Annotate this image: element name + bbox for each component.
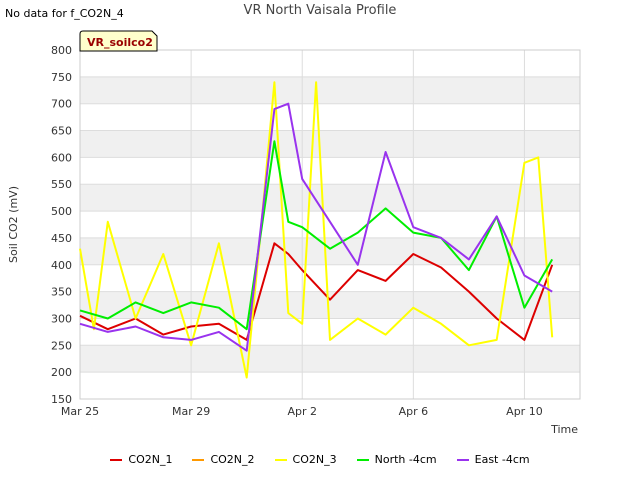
grid-band: [80, 345, 580, 373]
grid-band: [80, 237, 580, 265]
legend-swatch: [110, 458, 123, 461]
series-line-co2n-1: [79, 242, 554, 341]
legend-label: CO2N_1: [128, 453, 173, 466]
legend-item-co2n-2[interactable]: CO2N_2: [192, 453, 255, 466]
y-tick-label: 450: [51, 232, 72, 245]
legend-item-east-4cm[interactable]: East -4cm: [456, 453, 530, 466]
x-tick-label: Apr 6: [399, 405, 429, 418]
grid-band: [80, 291, 580, 319]
series-line-co2n-3: [79, 81, 554, 379]
x-axis-label: Time: [550, 423, 578, 436]
y-axis-ticks: 150 200 250 300 350 400 450 500 550 600 650 700 750 8…: [51, 44, 72, 406]
y-tick-label: 400: [51, 259, 72, 272]
legend-item-co2n-1[interactable]: CO2N_1: [110, 453, 172, 466]
grid-band: [80, 76, 580, 104]
x-tick-label: Apr 10: [506, 405, 543, 418]
x-axis-ticks: Mar 25 Mar 29 Apr 2 Apr 6 Apr 10: [61, 405, 543, 418]
series-line-east-4cm: [79, 102, 553, 352]
grid-bands: [80, 76, 580, 373]
chart-title: VR North Vaisala Profile: [243, 3, 397, 18]
grid-band: [80, 130, 580, 158]
x-tick-label: Mar 29: [172, 405, 210, 418]
site-tag-box: [79, 30, 158, 52]
series-lines: [79, 81, 554, 379]
y-tick-label: 550: [51, 178, 72, 191]
no-data-note: No data for f_CO2N_4: [5, 7, 124, 20]
legend-swatch: [456, 458, 469, 461]
site-tag-label: VR_soilco2: [87, 36, 153, 49]
y-tick-label: 750: [51, 71, 72, 84]
legend-label: CO2N_2: [210, 453, 255, 466]
legend-item-north-4cm[interactable]: North -4cm: [356, 453, 437, 466]
y-tick-label: 200: [51, 366, 72, 379]
y-tick-label: 500: [51, 205, 72, 218]
site-tag: VR_soilco2: [79, 30, 158, 52]
legend-item-co2n-3[interactable]: CO2N_3: [274, 453, 337, 466]
legend-label: East -4cm: [474, 453, 530, 466]
legend-swatch: [274, 458, 287, 461]
series-line-north-4cm: [79, 140, 554, 331]
x-tick-label: Apr 2: [287, 405, 317, 418]
y-tick-label: 150: [51, 393, 72, 406]
y-tick-label: 650: [51, 125, 72, 138]
y-tick-label: 600: [51, 151, 72, 164]
legend-label: CO2N_3: [292, 453, 337, 466]
y-tick-label: 700: [51, 98, 72, 111]
legend-swatch: [192, 458, 205, 461]
y-tick-label: 300: [51, 312, 72, 325]
x-tick-label: Mar 25: [61, 405, 99, 418]
grid-band: [80, 184, 580, 212]
y-tick-label: 250: [51, 339, 72, 352]
legend-label: North -4cm: [374, 453, 437, 466]
legend-swatch: [356, 458, 369, 461]
y-tick-label: 350: [51, 286, 72, 299]
y-tick-label: 800: [51, 44, 72, 57]
y-axis-label: Soil CO2 (mV): [7, 186, 20, 263]
plot-border: [79, 49, 581, 400]
chart-legend: CO2N_1 CO2N_2 CO2N_3 North -4cm East -4cm: [0, 453, 640, 466]
